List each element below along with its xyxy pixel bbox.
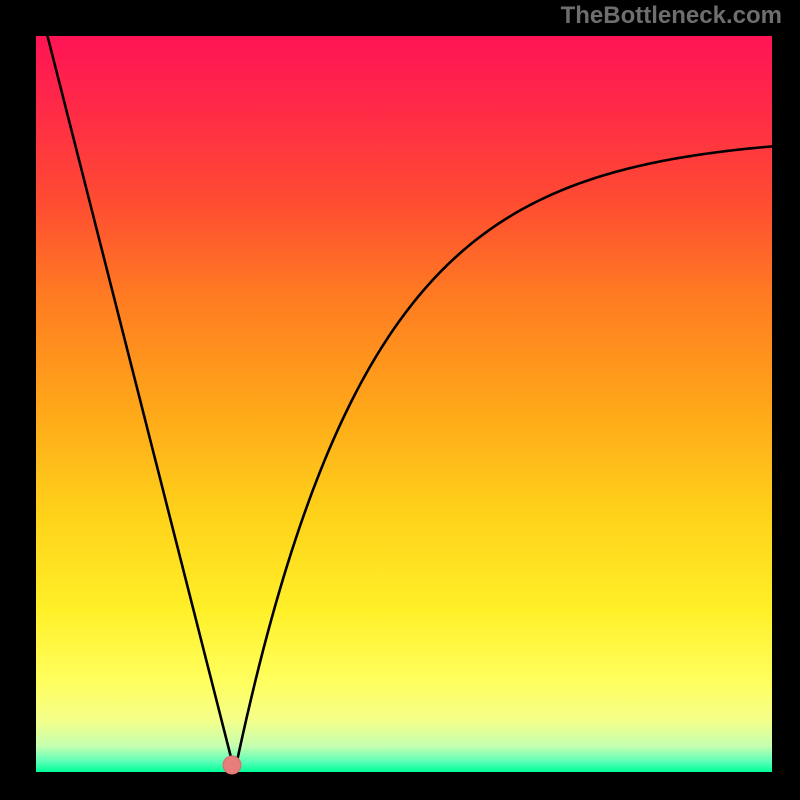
- chart-stage: TheBottleneck.com: [0, 0, 800, 800]
- bottleneck-curve: [36, 36, 772, 772]
- optimum-marker: [222, 756, 241, 775]
- plot-area: [36, 36, 772, 772]
- attribution-text: TheBottleneck.com: [561, 2, 782, 30]
